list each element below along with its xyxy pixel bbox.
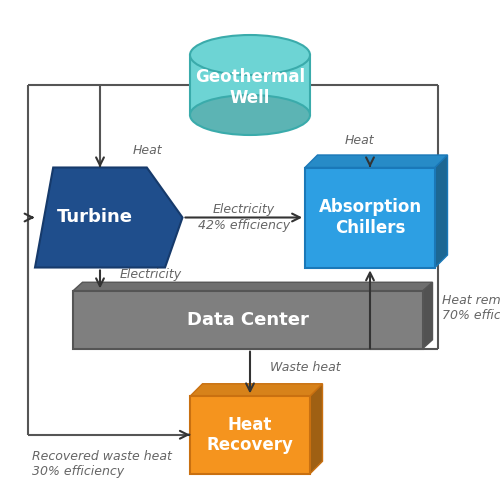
Polygon shape (435, 155, 448, 268)
Text: Geothermal
Well: Geothermal Well (195, 68, 305, 107)
Text: Turbine: Turbine (57, 208, 133, 226)
Polygon shape (190, 384, 322, 396)
Text: Heat removed
70% efficiency: Heat removed 70% efficiency (442, 294, 500, 322)
Polygon shape (305, 155, 448, 168)
Polygon shape (35, 168, 182, 268)
Text: Waste heat: Waste heat (270, 361, 340, 374)
Polygon shape (72, 282, 432, 291)
Ellipse shape (190, 35, 310, 75)
Ellipse shape (190, 95, 310, 135)
Polygon shape (310, 384, 322, 474)
Text: Heat
Recovery: Heat Recovery (206, 416, 294, 455)
Text: Data Center: Data Center (186, 311, 308, 329)
Text: Electricity: Electricity (212, 202, 275, 215)
Text: Heat: Heat (345, 134, 374, 146)
FancyBboxPatch shape (190, 55, 310, 115)
FancyBboxPatch shape (305, 168, 435, 268)
Text: 42% efficiency: 42% efficiency (198, 220, 290, 232)
Text: Electricity: Electricity (120, 268, 182, 281)
FancyBboxPatch shape (72, 291, 422, 349)
Polygon shape (422, 282, 432, 349)
FancyBboxPatch shape (190, 396, 310, 474)
Text: Recovered waste heat
30% efficiency: Recovered waste heat 30% efficiency (32, 450, 172, 478)
Text: Heat: Heat (132, 144, 162, 156)
Text: Absorption
Chillers: Absorption Chillers (318, 198, 422, 237)
